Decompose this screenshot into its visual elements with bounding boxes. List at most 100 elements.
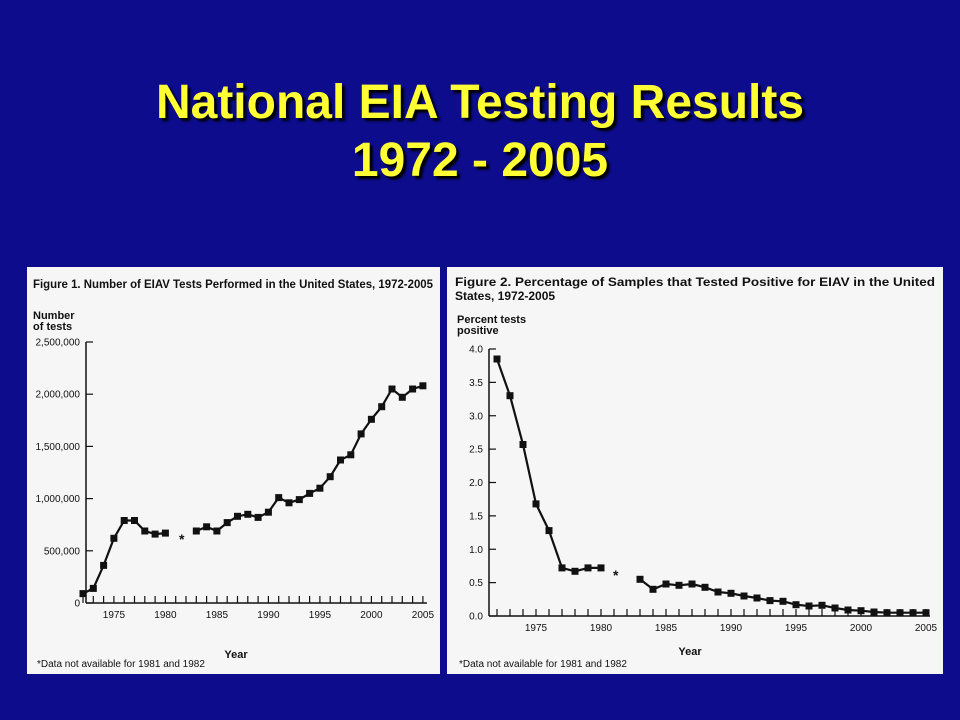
x-tick-label: 2000 <box>360 610 383 621</box>
figure2-gap-marker: * <box>613 567 619 583</box>
x-tick-label: 1990 <box>720 623 743 634</box>
data-point <box>779 597 787 605</box>
data-point <box>213 527 221 535</box>
data-point <box>675 581 683 589</box>
figure1-ylabel-line1: Number <box>33 310 75 322</box>
data-point <box>419 382 427 390</box>
data-point <box>398 393 406 401</box>
x-tick-label: 1990 <box>257 610 280 621</box>
data-point <box>571 567 579 575</box>
data-point <box>662 580 670 588</box>
data-point <box>357 430 365 438</box>
data-point <box>753 594 761 602</box>
figure2-footnote: *Data not available for 1981 and 1982 <box>459 659 627 670</box>
y-tick-label: 500,000 <box>44 546 81 557</box>
data-point <box>378 403 386 411</box>
data-point <box>714 588 722 596</box>
data-point <box>740 592 748 600</box>
x-tick-label: 1980 <box>590 623 613 634</box>
slide-title-line2: 1972 - 2005 <box>351 134 609 187</box>
data-point <box>896 609 904 617</box>
figure2-title-line2: States, 1972-2005 <box>455 289 555 303</box>
y-tick-label: 2,500,000 <box>36 338 81 349</box>
x-tick-label: 2005 <box>412 610 435 621</box>
y-tick-label: 1,000,000 <box>36 494 81 505</box>
slide-title-line1: National EIA Testing Results <box>155 76 805 129</box>
data-point <box>89 584 97 592</box>
series-line <box>195 384 424 533</box>
data-point <box>831 604 839 612</box>
figure1-xlabel: Year <box>224 649 248 661</box>
y-tick-label: 4.0 <box>469 345 483 356</box>
data-point <box>532 500 540 508</box>
data-point <box>727 589 735 597</box>
x-tick-label: 1995 <box>309 610 332 621</box>
data-point <box>493 355 501 363</box>
data-point <box>844 606 852 614</box>
data-point <box>244 510 252 518</box>
figure2-title-line1: Figure 2. Percentage of Samples that Tes… <box>455 275 935 289</box>
x-tick-label: 2000 <box>850 623 873 634</box>
figure1-ylabel-line2: of tests <box>33 321 72 333</box>
data-point <box>409 385 417 393</box>
data-point <box>337 456 344 464</box>
slide-title: National EIA Testing Results 1972 - 2005 <box>0 74 960 190</box>
x-tick-label: 1975 <box>525 623 548 634</box>
data-point <box>100 561 108 569</box>
data-point <box>558 564 566 572</box>
data-point <box>120 517 128 524</box>
figure1-footnote: *Data not available for 1981 and 1982 <box>37 659 205 670</box>
data-point <box>347 451 355 459</box>
data-point <box>110 534 118 542</box>
figure2-panel: Figure 2. Percentage of Samples that Tes… <box>447 267 943 674</box>
data-point <box>870 608 878 616</box>
data-point <box>701 583 709 591</box>
data-point <box>79 590 87 598</box>
data-point <box>792 601 800 609</box>
y-tick-label: 1,500,000 <box>36 442 81 453</box>
y-tick-label: 1.5 <box>469 511 483 522</box>
data-point <box>636 575 644 583</box>
data-point <box>688 580 696 588</box>
data-point <box>649 585 657 593</box>
x-tick-label: 1980 <box>154 610 177 621</box>
data-point <box>922 609 930 617</box>
data-point <box>506 392 514 400</box>
figure1-title: Figure 1. Number of EIAV Tests Performed… <box>33 277 433 291</box>
y-tick-label: 2.5 <box>469 445 483 456</box>
x-tick-label: 1995 <box>785 623 808 634</box>
figure2-xlabel: Year <box>678 646 702 658</box>
data-point <box>519 441 527 448</box>
figure2-ylabel-line2: positive <box>457 325 499 337</box>
data-point <box>316 484 324 492</box>
data-point <box>234 512 241 520</box>
data-point <box>388 385 396 393</box>
x-tick-label: 1985 <box>655 623 678 634</box>
data-point <box>223 519 231 527</box>
x-tick-label: 2005 <box>915 623 938 634</box>
data-point <box>326 473 334 481</box>
figure1-chart: Figure 1. Number of EIAV Tests Performed… <box>33 277 435 670</box>
data-point <box>306 489 314 497</box>
data-point <box>545 527 553 535</box>
y-tick-label: 2,000,000 <box>36 390 81 401</box>
data-point <box>766 597 774 605</box>
figure2-ylabel-line1: Percent tests <box>457 314 526 326</box>
series-line <box>639 578 926 614</box>
data-point <box>151 530 159 538</box>
data-point <box>295 496 303 504</box>
figure1-gap-marker: * <box>179 531 185 547</box>
data-point <box>285 499 293 507</box>
data-point <box>141 527 149 535</box>
y-tick-label: 3.5 <box>469 378 483 389</box>
y-tick-label: 0 <box>74 599 80 610</box>
figure1-panel: Figure 1. Number of EIAV Tests Performed… <box>27 267 440 674</box>
data-point <box>192 527 200 535</box>
data-point <box>584 564 592 572</box>
series-line <box>495 358 601 573</box>
data-point <box>857 607 865 615</box>
data-point <box>203 523 211 531</box>
data-point <box>254 513 262 521</box>
data-point <box>161 529 169 537</box>
y-tick-label: 3.0 <box>469 411 483 422</box>
